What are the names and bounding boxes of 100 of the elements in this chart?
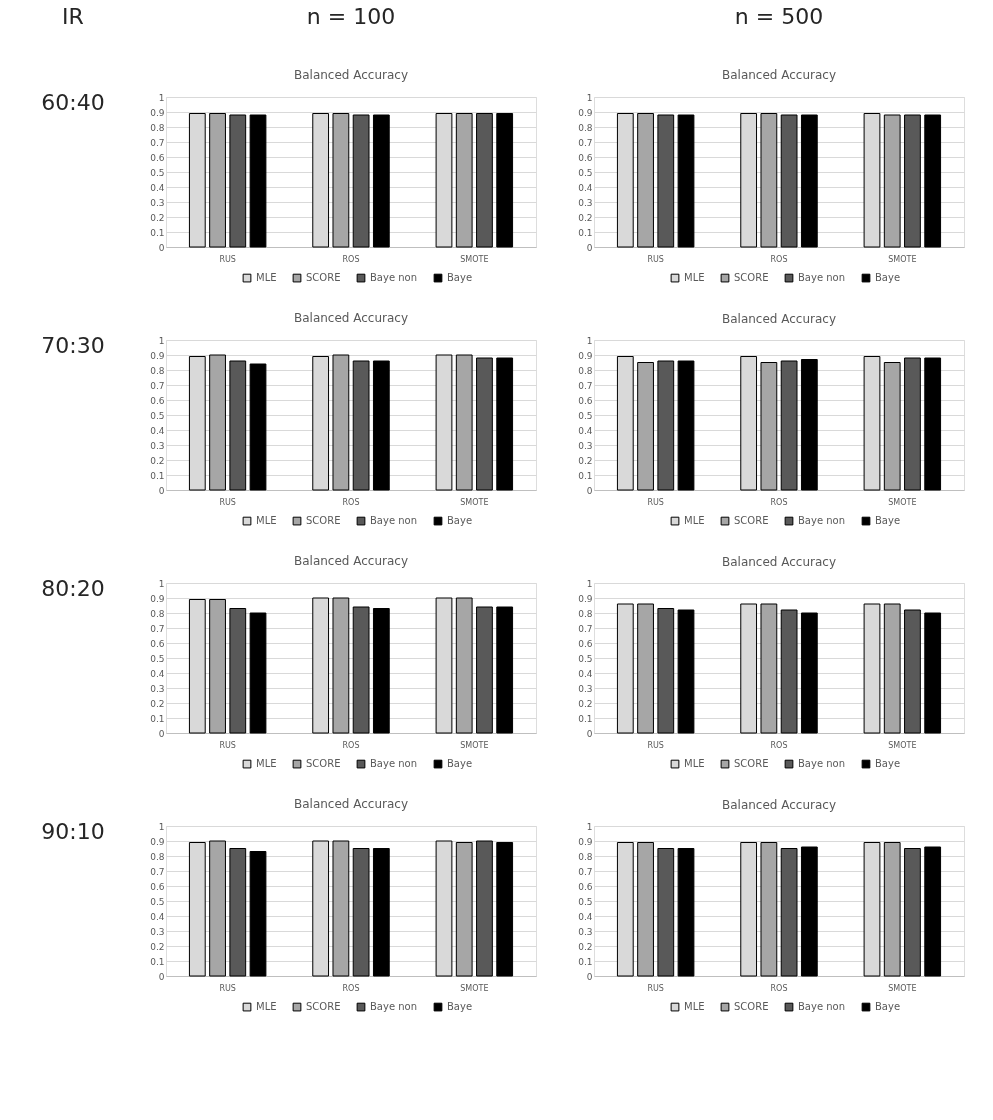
y-tick-label: 0.3 <box>150 926 165 937</box>
x-tick-label: RUS <box>219 254 236 264</box>
y-tick-label: 1 <box>586 821 593 832</box>
text: 60:40 <box>41 90 105 115</box>
y-tick-label: 0.6 <box>150 152 165 163</box>
bar <box>455 597 473 734</box>
x-tick-label: ROS <box>342 983 360 993</box>
legend-label: Baye non <box>370 515 418 527</box>
y-tick-label: 0.7 <box>578 137 593 148</box>
bar <box>209 599 226 734</box>
legend-label: Baye <box>447 515 473 527</box>
y-tick-label: 0.4 <box>578 182 593 193</box>
legend-label: Baye <box>875 272 901 284</box>
y-tick-label: 0.1 <box>150 956 165 967</box>
y-tick-label: 0.5 <box>150 653 165 664</box>
y-tick-label: 0.7 <box>578 623 593 634</box>
y-tick-label: 0.9 <box>150 836 165 847</box>
y-tick-label: 0.7 <box>150 866 165 877</box>
legend-label: Baye non <box>798 272 846 284</box>
y-tick-label: 0.3 <box>150 683 165 694</box>
y-tick-label: 0.1 <box>150 227 165 238</box>
y-tick-label: 0.9 <box>150 107 165 118</box>
y-tick-label: 0.2 <box>578 455 593 466</box>
y-tick-label: 0.1 <box>578 713 593 724</box>
chart-title: Balanced Accuracy <box>293 554 409 568</box>
bar <box>496 357 514 491</box>
chart-title: Balanced Accuracy <box>293 68 409 82</box>
legend-label: Baye non <box>798 758 846 770</box>
text: 80:20 <box>41 576 105 601</box>
y-tick-label: 0.6 <box>578 395 593 406</box>
y-tick-label: 0.4 <box>150 182 165 193</box>
y-tick-label: 0.4 <box>578 911 593 922</box>
x-tick-label: SMOTE <box>888 983 917 993</box>
y-tick-label: 0.4 <box>150 911 165 922</box>
legend-label: Baye <box>447 758 473 770</box>
y-tick-label: 0.4 <box>150 668 165 679</box>
text: n = 100 <box>306 4 396 29</box>
y-tick-label: 0 <box>586 242 593 253</box>
bar <box>372 608 390 734</box>
y-tick-label: 0 <box>158 971 165 982</box>
y-tick-label: 0.9 <box>150 593 165 604</box>
y-tick-label: 0.2 <box>150 212 165 223</box>
chart-title: Balanced Accuracy <box>721 555 837 569</box>
legend-label: MLE <box>684 515 705 527</box>
x-tick-label: SMOTE <box>888 740 917 750</box>
y-tick-label: 0.8 <box>578 851 593 862</box>
bar <box>476 606 493 734</box>
legend-label: Baye <box>875 1001 901 1013</box>
legend-label: MLE <box>684 1001 705 1013</box>
y-tick-label: 0.5 <box>150 167 165 178</box>
legend-label: Baye <box>447 1001 473 1013</box>
legend-label: SCORE <box>734 1001 769 1013</box>
bar <box>496 606 514 734</box>
y-tick-label: 0.3 <box>578 683 593 694</box>
legend-label: Baye non <box>370 758 418 770</box>
bar <box>249 363 267 491</box>
y-tick-label: 1 <box>158 92 165 103</box>
bar <box>229 608 247 734</box>
legend-label: MLE <box>684 272 705 284</box>
y-tick-label: 0.5 <box>150 896 165 907</box>
y-tick-label: 1 <box>158 821 165 832</box>
x-tick-label: ROS <box>342 497 360 507</box>
y-tick-label: 0.1 <box>150 470 165 481</box>
x-tick-label: RUS <box>647 254 664 264</box>
bar <box>332 597 350 734</box>
y-tick-label: 0 <box>586 728 593 739</box>
legend-label: Baye <box>875 515 901 527</box>
bar <box>372 360 390 491</box>
y-tick-label: 0.5 <box>150 410 165 421</box>
chart-title: Balanced Accuracy <box>721 798 837 812</box>
y-tick-label: 0.1 <box>150 713 165 724</box>
bar <box>249 612 267 734</box>
text: n = 500 <box>734 4 824 29</box>
y-tick-label: 0.9 <box>578 836 593 847</box>
legend-label: MLE <box>684 758 705 770</box>
x-tick-label: ROS <box>342 254 360 264</box>
y-tick-label: 0.4 <box>578 668 593 679</box>
y-tick-label: 0.2 <box>150 941 165 952</box>
bar <box>332 354 350 491</box>
y-tick-label: 1 <box>586 92 593 103</box>
y-tick-label: 0.4 <box>150 425 165 436</box>
x-tick-label: SMOTE <box>460 740 489 750</box>
x-tick-label: SMOTE <box>888 497 917 507</box>
legend-label: MLE <box>256 272 277 284</box>
y-tick-label: 0.5 <box>578 653 593 664</box>
legend-label: MLE <box>256 1001 277 1013</box>
y-tick-label: 0.8 <box>578 365 593 376</box>
y-tick-label: 0.3 <box>578 440 593 451</box>
x-tick-label: RUS <box>219 983 236 993</box>
x-tick-label: RUS <box>219 740 236 750</box>
legend-label: SCORE <box>306 758 341 770</box>
text: 90:10 <box>41 819 105 844</box>
y-tick-label: 0.5 <box>578 896 593 907</box>
y-tick-label: 0 <box>586 485 593 496</box>
y-tick-label: 0.1 <box>578 227 593 238</box>
bar <box>780 609 798 734</box>
legend-label: Baye non <box>798 1001 846 1013</box>
y-tick-label: 0.6 <box>150 395 165 406</box>
x-tick-label: ROS <box>770 254 788 264</box>
chart-title: Balanced Accuracy <box>293 311 409 325</box>
